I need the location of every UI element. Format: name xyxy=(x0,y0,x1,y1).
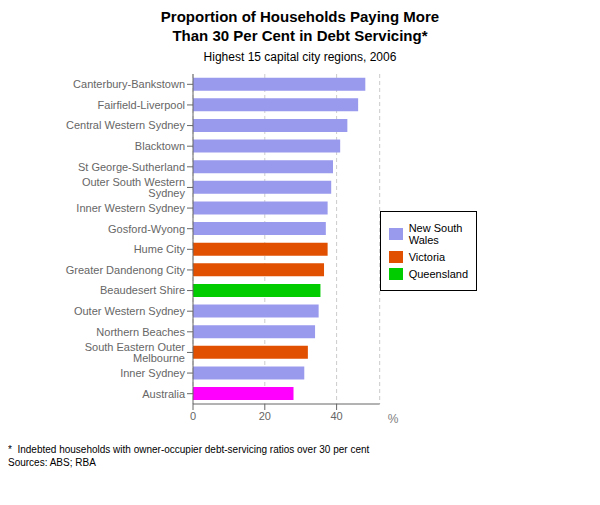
svg-text:Australia: Australia xyxy=(142,387,186,399)
svg-text:%: % xyxy=(388,412,399,426)
html-text:Queensland: Queensland xyxy=(408,267,468,280)
svg-text:Inner Western Sydney: Inner Western Sydney xyxy=(76,201,185,213)
svg-text:Blacktown: Blacktown xyxy=(135,140,185,152)
svg-text:20: 20 xyxy=(259,409,271,421)
svg-text:40: 40 xyxy=(330,409,342,421)
svg-text:0: 0 xyxy=(190,409,196,421)
html-text:* Indebted households with own: * Indebted households with owner-occupie… xyxy=(8,443,370,468)
svg-text:South Eastern OuterMelbourne: South Eastern OuterMelbourne xyxy=(85,340,186,363)
svg-text:Northern Beaches: Northern Beaches xyxy=(96,325,185,337)
svg-text:Gosford-Wyong: Gosford-Wyong xyxy=(108,222,185,234)
svg-text:Outer Western Sydney: Outer Western Sydney xyxy=(74,305,186,317)
html-text:Proportion of Households Payin: Proportion of Households Paying More Tha… xyxy=(160,8,440,44)
html-text:New South Wales: New South Wales xyxy=(408,221,463,247)
svg-text:Fairfield-Liverpool: Fairfield-Liverpool xyxy=(98,98,185,110)
html-text:Highest 15 capital city region: Highest 15 capital city regions, 2006 xyxy=(203,49,397,64)
svg-text:St George-Sutherland: St George-Sutherland xyxy=(78,160,185,172)
html-text:Victoria: Victoria xyxy=(408,251,446,263)
svg-text:Hume City: Hume City xyxy=(134,243,186,255)
svg-text:Central Western Sydney: Central Western Sydney xyxy=(66,119,186,131)
svg-text:Canterbury-Bankstown: Canterbury-Bankstown xyxy=(73,78,185,90)
svg-text:Inner Sydney: Inner Sydney xyxy=(120,366,185,378)
svg-text:Beaudesert Shire: Beaudesert Shire xyxy=(100,284,185,296)
svg-text:Greater Dandenong City: Greater Dandenong City xyxy=(66,263,186,275)
svg-text:Outer South WesternSydney: Outer South WesternSydney xyxy=(82,175,186,198)
